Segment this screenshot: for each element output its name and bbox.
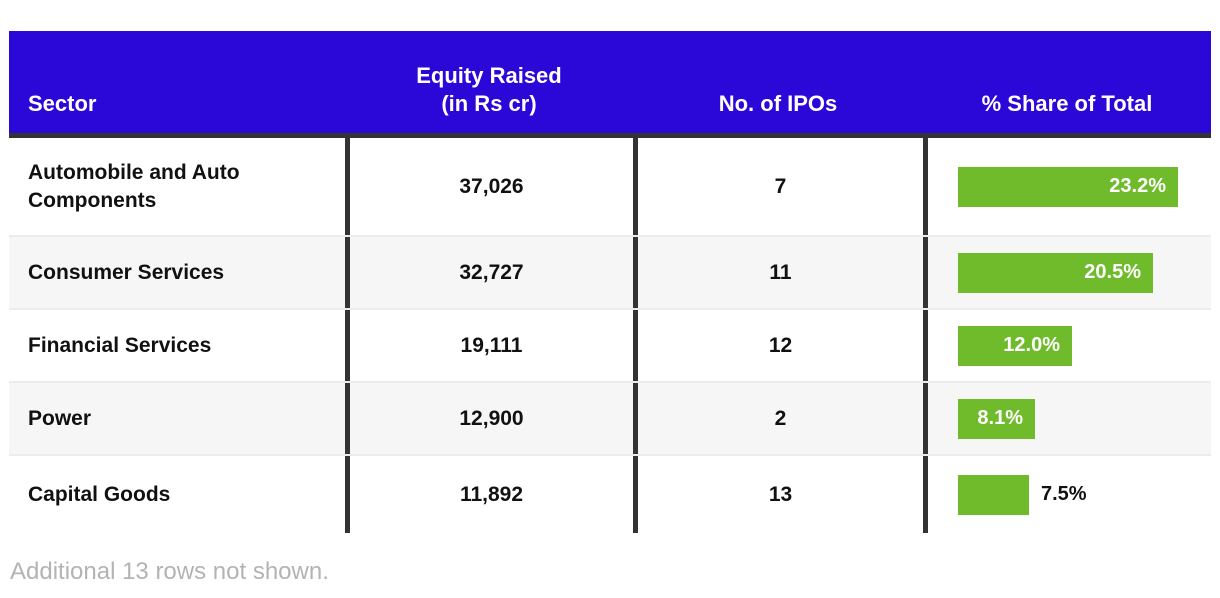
share-bar: 12.0% — [958, 325, 1072, 366]
footer-note: Additional 13 rows not shown. — [10, 558, 329, 585]
share-bar-label: 7.5% — [1041, 483, 1087, 505]
table-body: Automobile and Auto Components 37,026 7 … — [9, 138, 1211, 533]
share-bar — [958, 474, 1029, 515]
sector-cell: Automobile and Auto Components — [28, 161, 240, 212]
header-underline — [9, 133, 1211, 138]
share-cell: 23.2% — [923, 138, 1211, 235]
equity-raised-cell: 11,892 — [345, 456, 633, 533]
sector-ipo-table: Sector Equity Raised (in Rs cr) No. of I… — [9, 31, 1211, 533]
sector-cell: Power — [28, 406, 92, 430]
column-header-sector: Sector — [28, 90, 97, 116]
share-bar-label: 12.0% — [1003, 334, 1060, 356]
share-cell: 8.1% — [923, 383, 1211, 454]
share-bar: 8.1% — [958, 398, 1035, 439]
table-row: Consumer Services 32,727 11 20.5% — [9, 237, 1211, 310]
sector-cell: Consumer Services — [28, 260, 225, 284]
equity-raised-cell: 19,111 — [345, 310, 633, 381]
table-row: Automobile and Auto Components 37,026 7 … — [9, 138, 1211, 237]
ipo-count-cell: 11 — [633, 237, 923, 308]
sector-cell: Financial Services — [28, 333, 212, 357]
table-row: Power 12,900 2 8.1% — [9, 383, 1211, 456]
equity-raised-cell: 32,727 — [345, 237, 633, 308]
ipo-count-cell: 12 — [633, 310, 923, 381]
sector-cell: Capital Goods — [28, 482, 171, 506]
share-cell: 20.5% — [923, 237, 1211, 308]
equity-raised-cell: 12,900 — [345, 383, 633, 454]
column-header-share-of-total: % Share of Total — [981, 90, 1153, 116]
table-header-row: Sector Equity Raised (in Rs cr) No. of I… — [9, 31, 1211, 133]
share-cell: 12.0% — [923, 310, 1211, 381]
share-cell: 7.5% — [923, 456, 1211, 533]
share-bar-label: 20.5% — [1084, 261, 1141, 283]
column-header-no-of-ipos: No. of IPOs — [718, 90, 838, 116]
equity-raised-cell: 37,026 — [345, 138, 633, 235]
column-header-equity-raised: Equity Raised (in Rs cr) — [416, 63, 562, 116]
ipo-count-cell: 7 — [633, 138, 923, 235]
table-row: Financial Services 19,111 12 12.0% — [9, 310, 1211, 383]
ipo-count-cell: 2 — [633, 383, 923, 454]
ipo-count-cell: 13 — [633, 456, 923, 533]
share-bar-label: 8.1% — [977, 407, 1023, 429]
share-bar-label: 23.2% — [1109, 175, 1166, 197]
share-bar: 20.5% — [958, 252, 1153, 293]
table-row: Capital Goods 11,892 13 7.5% — [9, 456, 1211, 533]
share-bar: 23.2% — [958, 166, 1178, 207]
